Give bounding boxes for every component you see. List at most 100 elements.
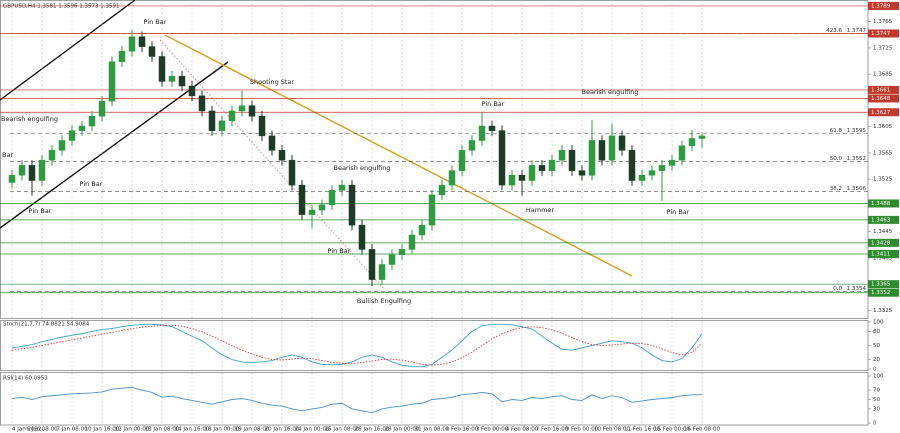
candle (128, 30, 136, 57)
candle (258, 110, 266, 142)
candle-body (508, 175, 516, 186)
channel-line (0, 0, 136, 101)
candle-body (488, 125, 496, 131)
candle (108, 56, 116, 107)
candle (88, 110, 96, 132)
level-label-box (868, 1, 899, 10)
candle-body (478, 125, 486, 141)
candle (628, 145, 636, 186)
x-tick-label: 4 Jan 2022 (12, 427, 41, 433)
candle-body (328, 190, 336, 206)
candle-body (548, 159, 556, 171)
indicator-line (11, 386, 702, 414)
candle-body (578, 170, 586, 176)
annotation: Bar (2, 151, 13, 159)
x-tick-label: 31 Jan 08:00 (415, 427, 450, 433)
candle-body (408, 234, 416, 250)
x-tick-label: 1 Feb 16:00 (446, 427, 479, 433)
candle (558, 145, 566, 166)
x-tick-label: 7 Feb 16:00 (536, 427, 569, 433)
y-tick-label: 20 (873, 357, 880, 363)
candle (698, 132, 706, 148)
x-tick-label: 19 Jan 08:00 (235, 427, 270, 433)
candle (348, 179, 356, 231)
candle-body (218, 120, 226, 131)
candle (38, 154, 46, 186)
candle-body (338, 184, 346, 191)
candle (398, 244, 406, 260)
candle-body (688, 138, 696, 146)
level-label-box (868, 85, 899, 94)
candle (608, 123, 616, 166)
candle (538, 160, 546, 176)
candle (208, 105, 216, 136)
annotation: Bearish engulfing (581, 88, 638, 96)
candle (138, 31, 146, 52)
candle (248, 100, 256, 122)
candle-body (148, 46, 156, 57)
candle-body (168, 75, 176, 82)
candle-body (8, 175, 16, 183)
candle (428, 189, 436, 231)
level-label-box (868, 215, 899, 224)
candle (328, 185, 336, 211)
candle-body (418, 224, 426, 236)
candle (638, 170, 646, 186)
candle-body (598, 140, 606, 161)
candle (458, 145, 466, 176)
main-panel-frame (0, 0, 869, 319)
y-tick-label: 1.3565 (873, 150, 893, 156)
x-tick-label: 28 Jan 00:00 (385, 427, 420, 433)
candle-body (108, 61, 116, 102)
fib-level-label: 61.8 (830, 128, 843, 134)
candle (678, 140, 686, 166)
candle (228, 105, 236, 127)
y-tick-label: 0 (873, 421, 877, 427)
fib-level-label: 50.0 (830, 156, 843, 162)
candle (268, 130, 276, 156)
candle (578, 165, 586, 181)
fib-level-label: 0.0 (833, 286, 842, 292)
x-tick-label: 25 Jan 08:00 (325, 427, 360, 433)
annotation: Bearish engulfing (1, 115, 58, 123)
candle-body (448, 170, 456, 186)
x-tick-label: 20 Jan 16:00 (265, 427, 300, 433)
candle (288, 154, 296, 191)
candle-body (588, 140, 596, 176)
candle (518, 170, 526, 196)
candle-body (118, 50, 126, 62)
candle (448, 165, 456, 191)
candle-body (288, 159, 296, 186)
annotation: Bullish Engulfing (357, 297, 411, 305)
candle-body (678, 145, 686, 161)
candle-body (638, 175, 646, 181)
candle-body (78, 125, 86, 131)
candle (468, 135, 476, 156)
y-tick-label: 100 (873, 374, 884, 380)
candle-body (538, 165, 546, 171)
candle (98, 95, 106, 122)
x-tick-label: 12 Jan 00:00 (115, 427, 150, 433)
candle (168, 70, 176, 87)
candle (548, 154, 556, 176)
candle-body (178, 75, 186, 87)
candle-body (298, 184, 306, 215)
fib-level-price: 1.3354 (847, 286, 867, 292)
level-label-box (868, 94, 899, 103)
level-label-box (868, 199, 899, 208)
x-tick-label: 7 Jan 08:00 (56, 427, 88, 433)
candle-body (388, 254, 396, 265)
candle (298, 179, 306, 220)
candle (238, 90, 246, 117)
candle-body (88, 115, 96, 127)
candle-body (368, 249, 376, 280)
candle-body (278, 150, 286, 161)
candle (508, 170, 516, 191)
y-tick-label: 80 (873, 329, 880, 335)
candle-body (188, 85, 196, 97)
y-tick-label: 1.3445 (873, 229, 893, 235)
candle-body (98, 100, 106, 117)
level-label-box (868, 250, 899, 258)
candle (218, 115, 226, 136)
panel-title: RSI(14) 60.0953 (3, 376, 48, 382)
